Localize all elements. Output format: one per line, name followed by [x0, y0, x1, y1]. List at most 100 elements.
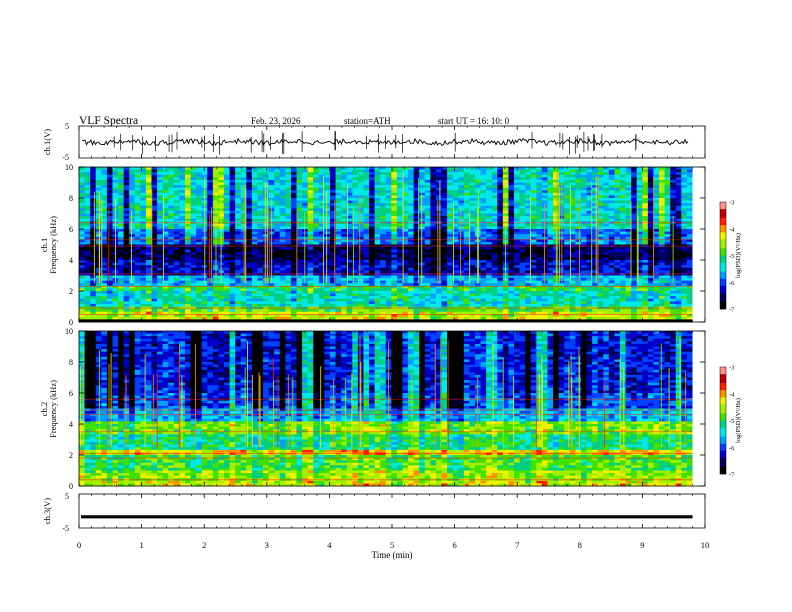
spectrogram-cell	[686, 177, 693, 181]
spectrogram-cell	[207, 267, 214, 271]
spectrogram-cell	[597, 257, 604, 261]
spectrogram-cell	[151, 275, 158, 279]
spectrogram-cell	[341, 229, 348, 232]
spectrogram-cell	[134, 210, 141, 214]
spectrogram-cell	[614, 249, 621, 253]
spectrogram-cell	[402, 218, 409, 222]
spectrogram-cell	[408, 185, 415, 189]
spectrogram-cell	[681, 172, 688, 176]
spectrogram-cell	[514, 226, 520, 230]
spectrogram-cell	[95, 262, 102, 266]
spectrogram-cell	[435, 272, 442, 276]
spectrogram-cell	[123, 179, 130, 183]
spectrogram-cell	[569, 260, 576, 263]
spectrogram-cell	[118, 257, 125, 261]
spectrogram-cell	[614, 267, 621, 271]
spectrogram-cell	[285, 267, 292, 271]
spectrogram-cell	[625, 203, 632, 207]
spectrogram-cell	[463, 223, 470, 227]
spectrogram-cell	[134, 216, 141, 220]
spectrogram-cell	[129, 187, 136, 191]
spectrogram-cell	[123, 234, 130, 238]
spectrogram-cell	[519, 270, 526, 274]
spectrogram-cell	[313, 218, 320, 222]
spectrogram-cell	[106, 200, 113, 204]
spectrogram-cell	[207, 265, 214, 269]
spectrogram-cell	[458, 260, 465, 263]
spectrogram-cell	[497, 185, 504, 189]
spectrogram-cell	[318, 275, 325, 279]
spectrogram-cell	[514, 229, 520, 232]
spectrogram-cell	[385, 234, 392, 238]
spectrogram-cell	[134, 257, 141, 261]
spectrogram-cell	[447, 205, 454, 209]
spectrogram-cell	[385, 182, 392, 186]
spectrogram-cell	[530, 236, 537, 240]
spectrogram-cell	[118, 231, 125, 235]
spectrogram-cell	[675, 210, 682, 214]
spectrogram-cell	[151, 192, 158, 196]
spectrogram-cell	[380, 252, 387, 256]
spectrogram-cell	[140, 167, 147, 170]
spectrogram-cell	[329, 205, 336, 209]
spectrogram-cell	[346, 252, 353, 256]
spectrogram-cell	[313, 265, 320, 269]
spectrogram-cell	[647, 226, 654, 230]
spectrogram-cell	[313, 226, 320, 230]
spectrogram-cell	[341, 236, 348, 240]
spectrogram-cell	[402, 226, 409, 230]
spectrogram-cell	[670, 182, 677, 186]
spectrogram-cell	[558, 174, 565, 178]
spectrogram-cell	[246, 252, 253, 256]
spectrogram-cell	[307, 247, 314, 251]
spectrogram-cell	[491, 265, 498, 269]
spectrogram-cell	[157, 200, 164, 204]
spectrogram-cell	[569, 218, 576, 222]
spectrogram-cell	[664, 210, 671, 214]
spectrogram-cell	[441, 190, 448, 194]
spectrogram-cell	[313, 241, 320, 245]
spectrogram-cell	[385, 239, 392, 243]
spectrogram-cell	[614, 241, 621, 245]
spectrogram-cell	[675, 192, 682, 196]
spectrogram-cell	[564, 247, 571, 251]
spectrogram-cell	[279, 187, 286, 191]
spectrogram-cell	[357, 260, 364, 263]
spectrogram-cell	[391, 252, 398, 256]
spectrogram-cell	[296, 265, 303, 269]
spectrogram-cell	[251, 254, 258, 258]
spectrogram-cell	[536, 247, 543, 251]
spectrogram-cell	[129, 205, 136, 209]
spectrogram-cell	[597, 278, 604, 282]
spectrogram-cell	[619, 252, 626, 256]
spectrogram-cell	[536, 182, 543, 186]
spectrogram-cell	[285, 278, 292, 282]
spectrogram-cell	[129, 182, 136, 186]
spectrogram-cell	[491, 213, 498, 217]
spectrogram-cell	[106, 187, 113, 191]
spectrogram-cell	[419, 172, 426, 176]
spectrogram-cell	[129, 195, 136, 199]
spectrogram-cell	[224, 270, 230, 274]
spectrogram-cell	[179, 234, 186, 238]
spectrogram-cell	[452, 223, 459, 227]
spectrogram-cell	[480, 167, 487, 170]
spectrogram-cell	[597, 247, 604, 251]
spectrogram-cell	[486, 182, 493, 186]
spectrogram-cell	[653, 185, 660, 189]
spectrogram-cell	[157, 190, 164, 194]
spectrogram-cell	[675, 272, 682, 276]
spectrogram-cell	[408, 223, 415, 227]
spectrogram-cell	[118, 200, 125, 204]
spectrogram-cell	[681, 182, 688, 186]
spectrogram-cell	[374, 195, 381, 199]
spectrogram-cell	[134, 239, 141, 243]
spectrogram-cell	[480, 239, 487, 243]
spectrogram-cell	[536, 234, 543, 238]
spectrogram-cell	[580, 226, 587, 230]
spectrogram-cell	[84, 172, 91, 176]
spectrogram-cell	[246, 177, 253, 181]
spectrogram-cell	[458, 236, 465, 240]
spectrogram-cell	[480, 280, 487, 284]
spectrogram-cell	[79, 231, 85, 235]
